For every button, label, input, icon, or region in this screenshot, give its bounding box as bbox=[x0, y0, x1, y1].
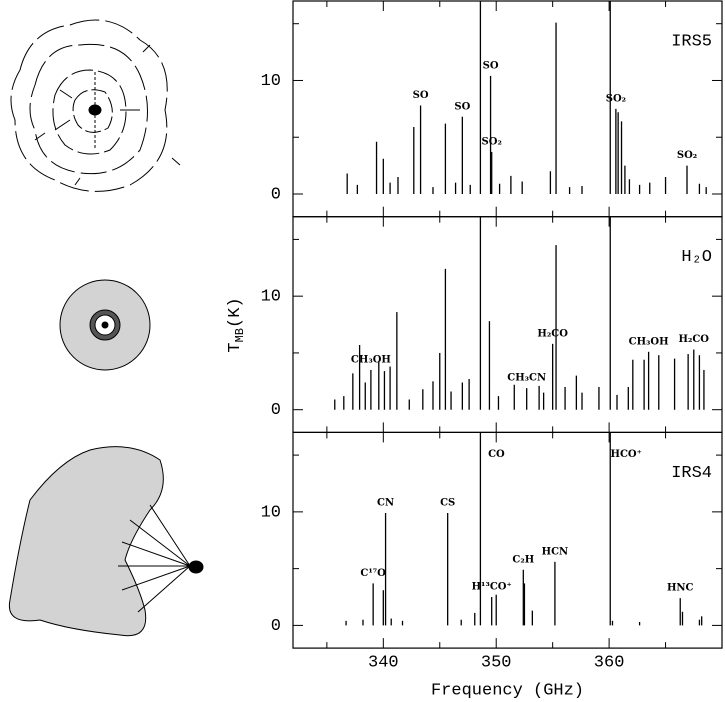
line-label: C¹⁷O bbox=[360, 568, 386, 579]
collapsing-envelope bbox=[10, 19, 181, 192]
line-label: CN bbox=[377, 498, 394, 509]
line-label: H₂CO bbox=[679, 334, 710, 345]
line-label: SO₂ bbox=[482, 136, 502, 147]
x-tick-label: 360 bbox=[594, 654, 625, 673]
disk bbox=[59, 279, 151, 371]
y-symbol: T bbox=[226, 342, 245, 352]
y-tick-label: 0 bbox=[271, 617, 281, 636]
y-tick-label: 10 bbox=[261, 503, 281, 522]
line-label: CH₃OH bbox=[629, 336, 669, 347]
panel-name: IRS5 bbox=[671, 32, 712, 51]
panel-frame bbox=[292, 431, 723, 649]
y-tick-label: 10 bbox=[261, 72, 281, 91]
lines bbox=[334, 216, 705, 410]
line-label: SO bbox=[413, 90, 429, 101]
schematics bbox=[8, 19, 204, 637]
line-label: HNC bbox=[667, 583, 694, 594]
line-label: CO bbox=[488, 449, 505, 460]
line-label: HCO⁺ bbox=[611, 449, 642, 460]
line-label: H¹³CO⁺ bbox=[472, 582, 512, 593]
x-axis-title: Frequency (GHz) bbox=[431, 681, 584, 700]
panel-name: IRS4 bbox=[671, 464, 712, 483]
y-tick-label: 0 bbox=[271, 185, 281, 204]
y-unit: (K) bbox=[226, 297, 245, 328]
line-label: SO₂ bbox=[677, 150, 697, 161]
x-tick-label: 350 bbox=[481, 654, 512, 673]
line-label: CH₃OH bbox=[351, 354, 391, 365]
line-label: SO bbox=[483, 60, 499, 71]
line-label: CH₃CN bbox=[507, 373, 546, 384]
line-label: C₂H bbox=[512, 554, 534, 565]
x-tick-label: 340 bbox=[368, 654, 399, 673]
line-label: CS bbox=[440, 498, 455, 509]
y-subscript: MB bbox=[233, 328, 247, 342]
lines bbox=[346, 1, 707, 194]
lines bbox=[345, 432, 703, 626]
panel-frame bbox=[292, 0, 723, 218]
line-label: H₂CO bbox=[537, 328, 568, 339]
cloud-irradiated bbox=[8, 446, 204, 637]
panel-name: H₂O bbox=[681, 248, 712, 267]
line-label: SO₂ bbox=[606, 93, 626, 104]
line-label: HCN bbox=[542, 546, 569, 557]
panel-frame bbox=[292, 216, 723, 433]
y-axis-title: TMB(K) bbox=[226, 297, 247, 352]
y-tick-label: 10 bbox=[261, 288, 281, 307]
line-label: SO bbox=[454, 101, 470, 112]
y-tick-label: 0 bbox=[271, 401, 281, 420]
